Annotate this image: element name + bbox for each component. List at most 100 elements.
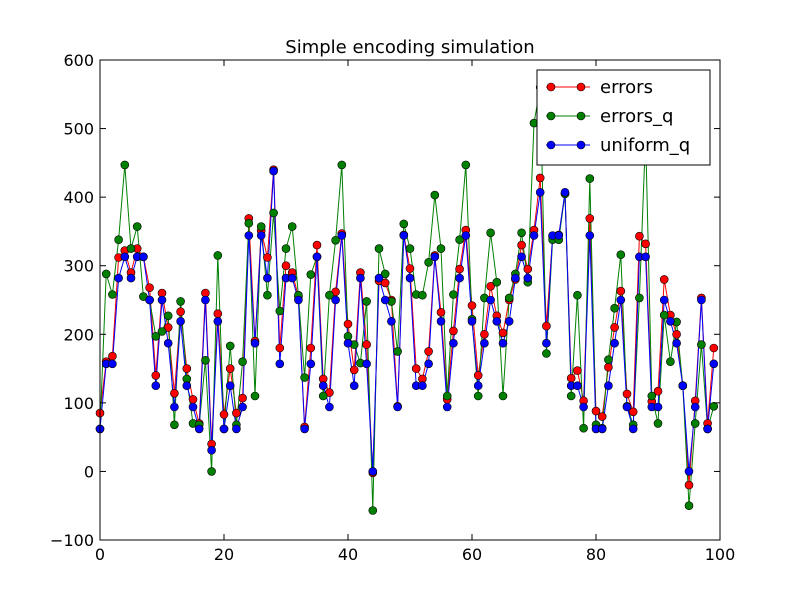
data-point-errors: [542, 321, 551, 331]
data-point-uniform-q: [535, 188, 545, 197]
data-point-errors-q: [238, 357, 247, 367]
data-point-uniform-q: [672, 338, 681, 348]
data-point-errors-q: [486, 228, 495, 238]
legend-label: uniform_q: [600, 135, 690, 156]
data-point-uniform-q: [176, 316, 185, 326]
data-point-uniform-q: [430, 252, 440, 262]
y-tick-label: 0: [84, 462, 94, 481]
data-point-errors-q: [473, 391, 483, 401]
y-tick-label: 200: [63, 325, 94, 344]
y-tick-label: 400: [63, 188, 94, 207]
data-point-uniform-q: [697, 295, 706, 305]
data-point-errors-q: [170, 420, 179, 430]
data-point-errors-q: [201, 355, 210, 365]
data-point-errors: [641, 239, 650, 249]
data-point-errors-q: [337, 160, 347, 170]
data-point-uniform-q: [498, 338, 508, 348]
data-point-errors-q: [697, 340, 706, 349]
data-point-errors: [232, 408, 241, 418]
data-point-errors: [436, 307, 446, 317]
data-point-uniform-q: [542, 338, 551, 348]
data-point-errors: [405, 264, 415, 273]
data-point-errors: [653, 386, 663, 396]
legend-box: [536, 69, 711, 166]
data-point-uniform-q: [318, 381, 328, 391]
data-point-errors: [628, 407, 638, 417]
data-point-errors-q: [120, 160, 130, 170]
data-point-uniform-q: [108, 359, 117, 369]
data-point-uniform-q: [213, 316, 223, 326]
data-point-errors: [151, 371, 161, 380]
data-point-errors: [480, 329, 489, 339]
data-point-errors-q: [436, 244, 446, 253]
data-point-errors: [498, 328, 508, 338]
data-point-uniform-q: [628, 424, 638, 434]
data-point-errors: [263, 253, 272, 262]
data-point-errors-q: [442, 391, 452, 401]
data-point-errors: [635, 231, 644, 241]
data-point-errors: [343, 319, 353, 329]
data-point-errors-q: [101, 269, 111, 279]
data-point-errors: [467, 301, 477, 310]
data-point-uniform-q: [436, 316, 446, 326]
data-point-errors-q: [573, 290, 582, 300]
data-point-errors-q: [126, 244, 136, 253]
data-point-errors: [275, 343, 285, 353]
data-point-errors-q: [287, 222, 297, 231]
data-point-errors: [449, 326, 458, 336]
data-point-uniform-q: [523, 273, 533, 283]
data-point-errors-q: [604, 355, 613, 365]
data-point-uniform-q: [269, 166, 278, 176]
data-point-uniform-q: [225, 381, 235, 391]
y-tick-label: 100: [63, 394, 94, 413]
data-point-uniform-q: [467, 316, 477, 326]
data-point-errors-q: [132, 222, 142, 231]
data-point-uniform-q: [312, 252, 322, 262]
data-point-errors-q: [374, 244, 384, 253]
data-point-uniform-q: [244, 231, 254, 240]
data-point-uniform-q: [349, 381, 359, 391]
data-point-errors: [312, 240, 322, 250]
data-point-errors: [424, 347, 433, 356]
data-point-uniform-q: [120, 252, 130, 262]
data-point-errors: [523, 264, 533, 274]
data-point-errors-q: [368, 506, 378, 515]
chart-title: Simple encoding simulation: [285, 37, 534, 58]
data-point-uniform-q: [374, 273, 384, 283]
y-tick-label: 300: [63, 257, 94, 276]
data-point-errors: [349, 365, 359, 375]
data-point-uniform-q: [449, 338, 458, 348]
data-point-uniform-q: [139, 252, 148, 262]
data-point-errors-q: [424, 257, 433, 267]
data-point-uniform-q: [622, 402, 632, 412]
data-point-errors: [163, 323, 173, 332]
data-point-uniform-q: [473, 381, 483, 391]
data-point-errors-q: [318, 391, 328, 401]
data-point-errors-q: [579, 423, 588, 433]
data-point-uniform-q: [405, 273, 415, 283]
data-point-uniform-q: [300, 424, 309, 434]
x-tick-label: 0: [95, 545, 105, 564]
data-point-errors-q: [498, 391, 508, 401]
data-point-uniform-q: [455, 273, 464, 283]
data-point-errors-q: [418, 290, 427, 300]
data-point-uniform-q: [337, 231, 347, 240]
data-point-errors: [566, 373, 576, 383]
data-point-errors-q: [690, 419, 700, 428]
data-point-errors-q: [399, 219, 409, 229]
data-point-errors-q: [207, 467, 216, 476]
data-point-uniform-q: [690, 402, 700, 412]
data-point-errors-q: [504, 293, 514, 303]
data-point-uniform-q: [616, 295, 626, 305]
data-point-uniform-q: [554, 231, 564, 240]
data-point-uniform-q: [126, 273, 136, 283]
data-point-uniform-q: [399, 231, 409, 240]
data-point-errors-q: [263, 290, 272, 300]
data-point-errors-q: [542, 349, 551, 358]
data-point-errors: [517, 240, 526, 250]
data-point-uniform-q: [294, 295, 303, 305]
data-point-errors-q: [225, 341, 235, 351]
data-point-errors-q: [449, 290, 458, 299]
data-point-uniform-q: [157, 295, 167, 305]
data-point-errors: [219, 410, 229, 419]
